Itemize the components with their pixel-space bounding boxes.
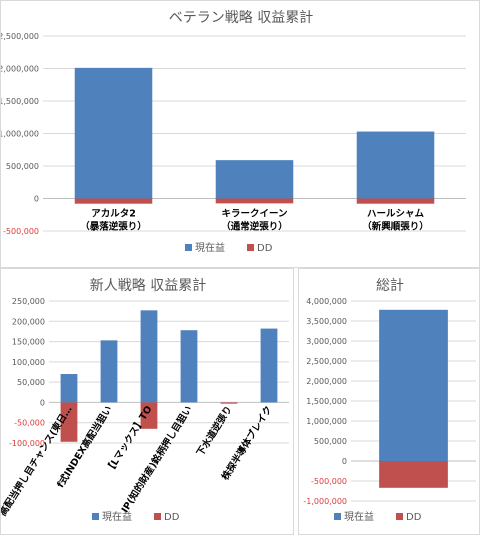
veteran-bar-dd <box>74 198 153 204</box>
veteran-y-tick-label: -500,000 <box>3 227 39 236</box>
veteran-legend-label-dd: DD <box>257 243 273 254</box>
veteran-category-label: アカルタ2 <box>91 208 136 220</box>
veteran-category-label: ハールシャム <box>367 209 425 220</box>
total-y-tick-label: -500,000 <box>311 477 347 486</box>
veteran-chart: ベテラン戦略 収益累計 2,500,000 2,000,000 1,500,000 1… <box>1 10 466 254</box>
veteran-y-tick-label: 1,000,000 <box>1 130 39 139</box>
veteran-category-label: キラークイーン <box>221 209 287 220</box>
total-y-tick-label: 2,000,000 <box>306 377 347 386</box>
veteran-category-label: （通常逆張り） <box>221 221 288 233</box>
total-chart: 総計 4,000,000 3,500,000 3,000,000 2,500,000 2… <box>303 278 476 523</box>
newcomer-category-label: 下水道逆張り <box>194 404 234 459</box>
total-y-tick-label: -1,000,000 <box>303 497 347 506</box>
newcomer-bar-current <box>180 330 198 403</box>
veteran-legend-swatch-dd <box>247 244 254 251</box>
newcomer-y-tick-label: 50,000 <box>17 378 45 387</box>
total-y-tick-label: 2,500,000 <box>306 357 347 366</box>
newcomer-legend-label-dd: DD <box>164 512 180 523</box>
total-y-tick-label: 3,500,000 <box>306 317 347 326</box>
newcomer-y-tick-label: 200,000 <box>12 317 45 326</box>
newcomer-y-tick-label: -50,000 <box>14 419 45 428</box>
veteran-legend-swatch-current <box>185 244 192 251</box>
veteran-chart-panel: ベテラン戦略 収益累計 2,500,000 2,000,000 1,500,000 1… <box>0 0 480 268</box>
total-chart-panel: 総計 4,000,000 3,500,000 3,000,000 2,500,000 2… <box>298 268 480 535</box>
newcomer-bar-current <box>140 310 158 403</box>
newcomer-bar-dd <box>220 402 238 404</box>
veteran-bar-current <box>215 160 294 199</box>
veteran-legend-label-current: 現在益 <box>195 241 225 254</box>
newcomer-y-tick-label: 250,000 <box>12 297 45 306</box>
newcomer-chart-title: 新人戦略 収益累計 <box>90 278 206 294</box>
total-legend-swatch-dd <box>396 513 403 520</box>
total-legend-swatch-current <box>334 513 341 520</box>
newcomer-legend-swatch-dd <box>154 513 161 520</box>
total-legend-label-current: 現在益 <box>344 510 374 523</box>
newcomer-bar-current <box>60 374 78 403</box>
total-legend-label-dd: DD <box>406 512 422 523</box>
veteran-y-tick-label: 2,500,000 <box>1 32 39 41</box>
newcomer-legend-label-current: 現在益 <box>102 510 132 523</box>
veteran-bar-current <box>356 131 435 199</box>
newcomer-bar-dd <box>140 402 158 429</box>
total-bar-dd <box>379 461 448 488</box>
veteran-category-label: （新興順張り） <box>362 221 429 233</box>
veteran-bar-current <box>74 67 153 199</box>
newcomer-chart: 新人戦略 収益累計 250,000 200,000 150,000 100,000 50… <box>1 278 289 523</box>
total-y-tick-label: 0 <box>342 457 347 466</box>
veteran-y-tick-label: 500,000 <box>6 162 39 171</box>
veteran-y-tick-label: 0 <box>34 195 39 204</box>
newcomer-y-tick-label: 150,000 <box>12 338 45 347</box>
newcomer-y-tick-label: 0 <box>40 398 45 407</box>
total-y-tick-label: 1,500,000 <box>306 397 347 406</box>
veteran-category-label: （暴落逆張り） <box>80 221 147 233</box>
total-chart-title: 総計 <box>376 278 404 294</box>
veteran-y-tick-label: 1,500,000 <box>1 97 39 106</box>
veteran-bar-dd <box>215 198 294 204</box>
newcomer-chart-panel: 新人戦略 収益累計 250,000 200,000 150,000 100,000 50… <box>0 268 294 535</box>
newcomer-y-tick-label: -100,000 <box>9 439 45 448</box>
total-bar-current <box>379 309 448 461</box>
newcomer-bar-current <box>100 340 118 403</box>
veteran-bar-dd <box>356 198 435 204</box>
newcomer-bar-current <box>260 328 278 403</box>
total-y-tick-label: 3,000,000 <box>306 337 347 346</box>
total-y-tick-label: 500,000 <box>314 437 347 446</box>
veteran-y-tick-label: 2,000,000 <box>1 65 39 74</box>
newcomer-bar-dd <box>60 402 78 442</box>
newcomer-y-tick-label: 100,000 <box>12 358 45 367</box>
veteran-chart-title: ベテラン戦略 収益累計 <box>169 10 313 26</box>
total-y-tick-label: 4,000,000 <box>306 297 347 306</box>
total-y-tick-label: 1,000,000 <box>306 417 347 426</box>
newcomer-legend-swatch-current <box>92 513 99 520</box>
